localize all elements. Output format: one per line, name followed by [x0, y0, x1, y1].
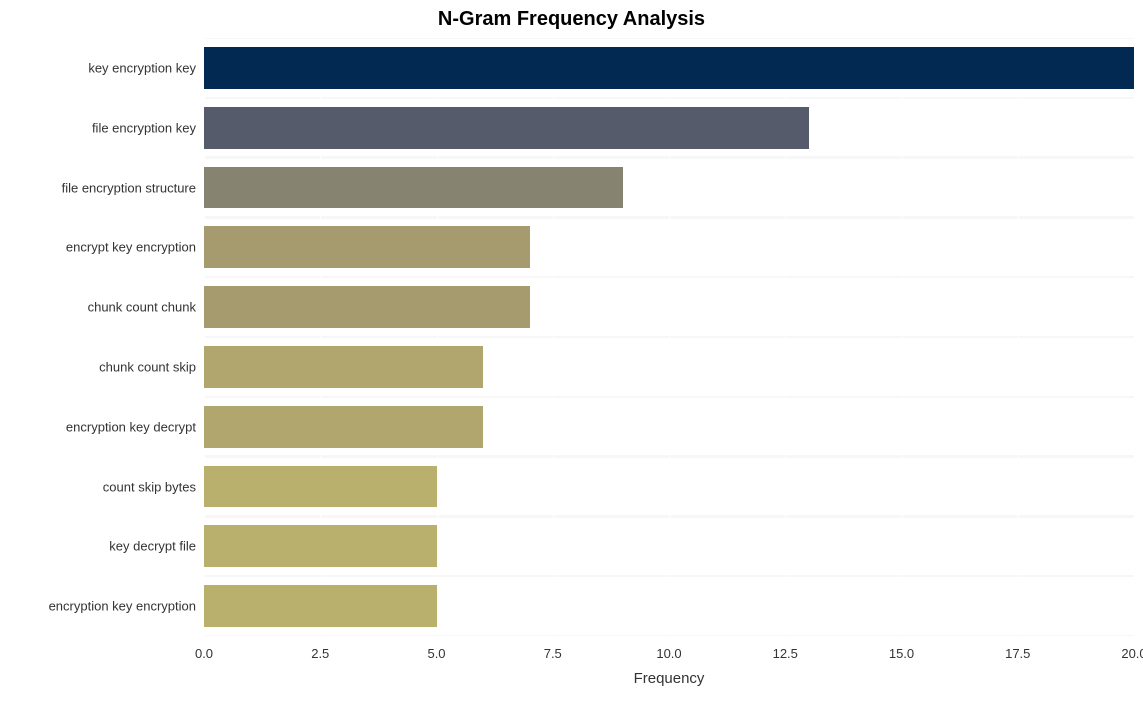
- y-tick-label: key encryption key: [88, 60, 204, 75]
- x-tick-label: 2.5: [311, 646, 329, 661]
- bar: [204, 47, 1134, 89]
- x-tick-label: 17.5: [1005, 646, 1030, 661]
- x-axis-label: Frequency: [204, 670, 1134, 687]
- y-tick-label: file encryption structure: [62, 180, 204, 195]
- x-tick-label: 20.0: [1121, 646, 1143, 661]
- y-tick-label: count skip bytes: [103, 479, 204, 494]
- chart-title: N-Gram Frequency Analysis: [0, 8, 1143, 31]
- y-tick-label: encryption key encryption: [49, 599, 204, 614]
- x-tick-label: 0.0: [195, 646, 213, 661]
- bar: [204, 226, 530, 268]
- plot-area: 0.02.55.07.510.012.515.017.520.0key encr…: [204, 38, 1134, 636]
- bar: [204, 286, 530, 328]
- y-tick-label: file encryption key: [92, 120, 204, 135]
- bar: [204, 346, 483, 388]
- x-tick-label: 12.5: [773, 646, 798, 661]
- x-tick-label: 7.5: [544, 646, 562, 661]
- bar: [204, 406, 483, 448]
- y-tick-label: key decrypt file: [109, 539, 204, 554]
- y-tick-label: chunk count skip: [99, 359, 204, 374]
- bar: [204, 466, 437, 508]
- y-tick-label: encryption key decrypt: [66, 419, 204, 434]
- y-tick-label: encrypt key encryption: [66, 240, 204, 255]
- bar: [204, 585, 437, 627]
- x-tick-label: 15.0: [889, 646, 914, 661]
- bar: [204, 167, 623, 209]
- x-tick-label: 5.0: [427, 646, 445, 661]
- bar: [204, 525, 437, 567]
- y-tick-label: chunk count chunk: [88, 300, 204, 315]
- x-tick-label: 10.0: [656, 646, 681, 661]
- ngram-chart: N-Gram Frequency Analysis 0.02.55.07.510…: [0, 0, 1143, 701]
- gridline: [1134, 38, 1135, 636]
- bar: [204, 107, 809, 149]
